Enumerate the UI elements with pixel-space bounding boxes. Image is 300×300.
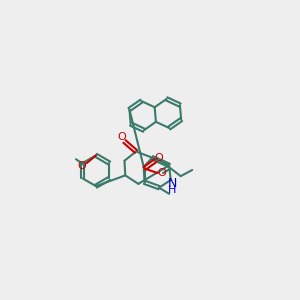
Text: N: N [167,177,177,190]
Text: O: O [118,132,127,142]
Text: H: H [168,185,176,195]
Text: O: O [157,168,166,178]
Text: O: O [154,153,163,164]
Text: O: O [78,161,86,171]
